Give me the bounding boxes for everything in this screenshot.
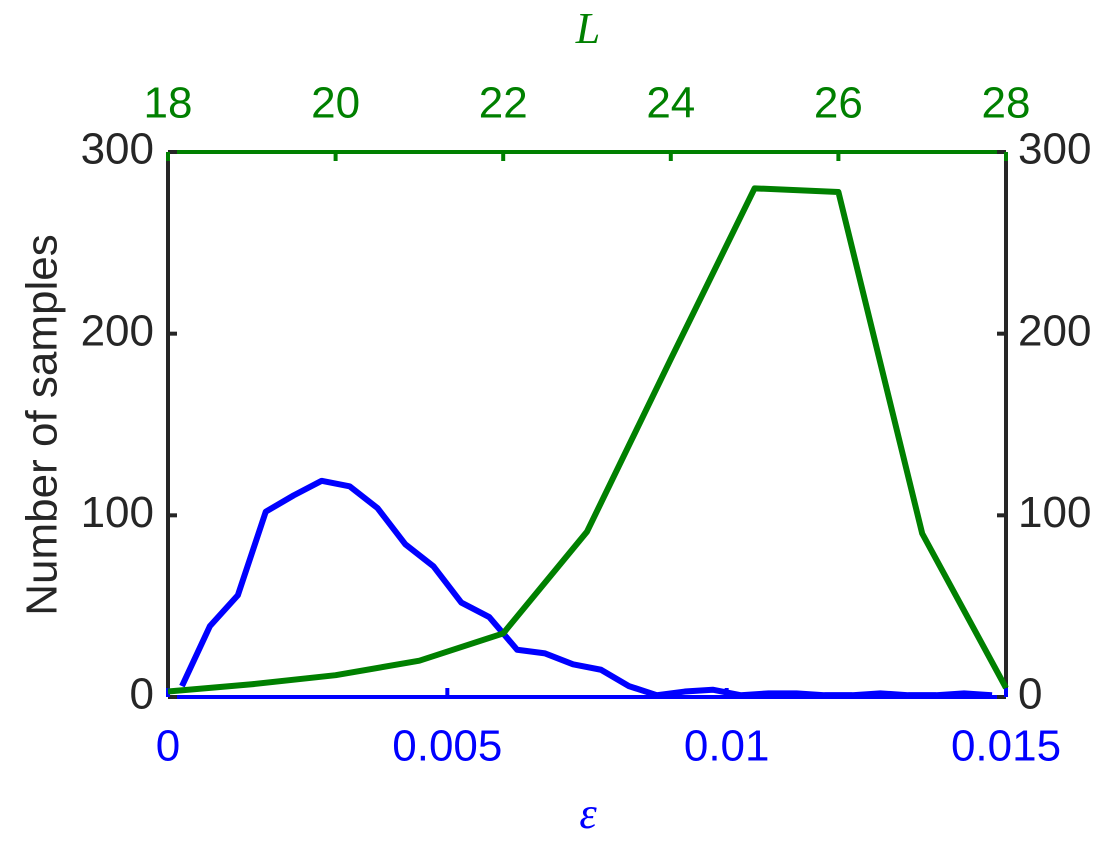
x2-tick-label: 20 [311, 79, 360, 128]
y-tick-label: 300 [81, 125, 154, 174]
y2-tick-label: 200 [1018, 306, 1091, 355]
y2-tick-label: 300 [1018, 125, 1091, 174]
y-tick-label: 200 [81, 306, 154, 355]
x2-tick-label: 24 [646, 79, 695, 128]
series-line [179, 477, 993, 699]
x-tick-label: 0 [156, 722, 180, 771]
y2-tick-label: 0 [1018, 670, 1042, 719]
x-tick-label: 0.01 [684, 722, 770, 771]
x2-tick-label: 28 [982, 79, 1031, 128]
y-tick-label: 100 [81, 488, 154, 537]
x2-tick-label: 18 [144, 79, 193, 128]
y-tick-label: 0 [130, 670, 154, 719]
x-tick-label: 0.015 [951, 722, 1061, 771]
x2-tick-label: 22 [479, 79, 528, 128]
x-tick-label: 0.005 [392, 722, 502, 771]
series-line [167, 185, 1009, 695]
x2-tick-label: 26 [814, 79, 863, 128]
x2-axis-label: L [575, 4, 600, 53]
x-axis-label: ε [579, 789, 597, 838]
y-axis-label: Number of samples [18, 234, 67, 615]
y2-tick-label: 100 [1018, 488, 1091, 537]
